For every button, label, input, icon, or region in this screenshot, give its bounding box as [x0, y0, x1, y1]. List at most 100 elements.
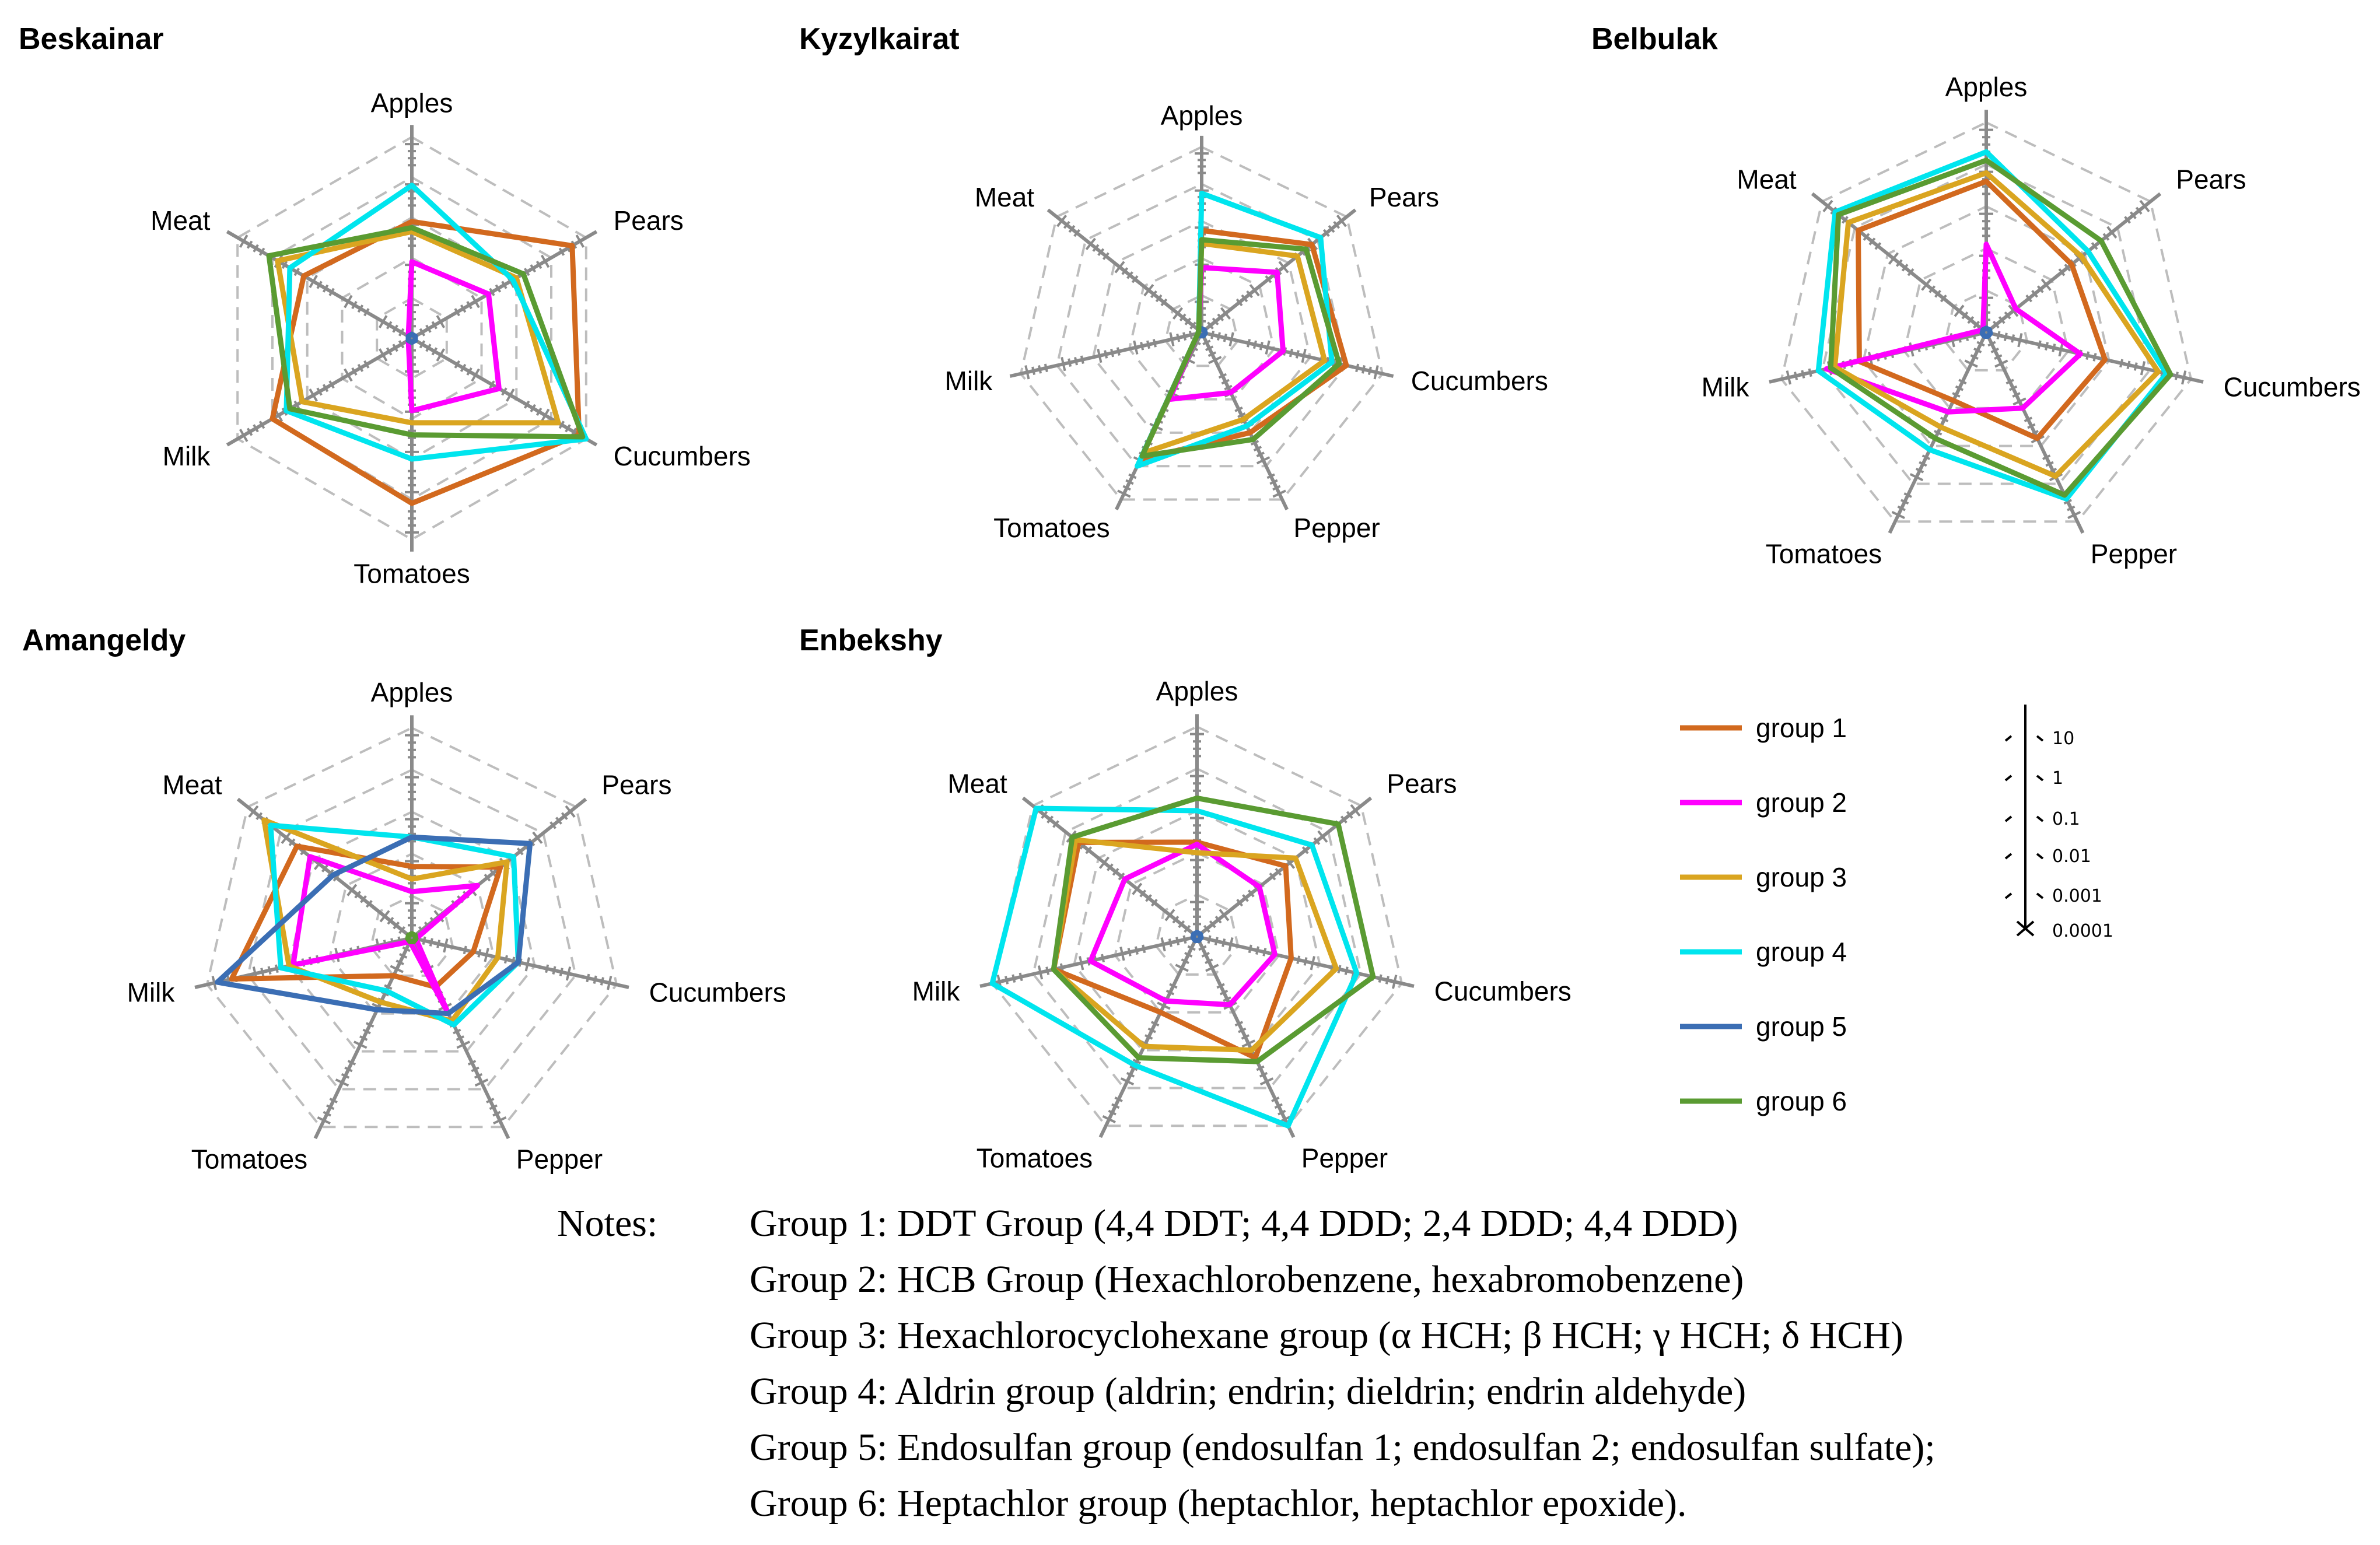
axis-tick: [2067, 510, 2081, 520]
axis-tick: [341, 1073, 350, 1079]
axis-tick: [390, 965, 404, 973]
axis-tick: [1068, 225, 1076, 233]
axis-tick: [431, 347, 438, 356]
axis-tick: [1269, 479, 1278, 485]
series-group-5: [405, 331, 418, 345]
axis-tick: [453, 1028, 461, 1035]
axis-tick: [1310, 956, 1315, 971]
series-group-1: [270, 219, 582, 506]
category-label-cucumbers: Cucumbers: [2224, 372, 2361, 402]
axis-tick: [1044, 363, 1048, 373]
axis-tick: [1256, 456, 1270, 465]
axis-tick: [1134, 946, 1139, 955]
radar-chart-kyzylkairat: Kyzylkairat Apples Pears Cucumbers Pepper Tom…: [799, 22, 1548, 543]
series-group-1: [1051, 839, 1294, 1061]
axis-tick: [309, 275, 318, 288]
axis-tick: [2036, 285, 2044, 293]
category-label-apples: Apples: [371, 87, 453, 118]
axis-tick: [1328, 225, 1335, 233]
axis-tick: [354, 1040, 368, 1049]
axis-tick: [1934, 430, 1943, 436]
axis-tick: [1060, 356, 1066, 372]
series-group-5: [1190, 930, 1204, 943]
axis-tick: [471, 368, 480, 382]
axis-tick: [1119, 947, 1125, 961]
axis-tick: [347, 1060, 356, 1066]
axis-tick: [2091, 242, 2098, 250]
axis-tick: [425, 344, 432, 352]
series-group-4: [989, 805, 1360, 1129]
axis-tick: [516, 847, 524, 856]
axis-tick: [328, 380, 335, 389]
axis-tick: [1303, 957, 1308, 966]
axis-tick: [1104, 350, 1108, 359]
axis-tick: [260, 968, 265, 976]
axis-tick: [586, 973, 590, 983]
axis-tick: [1247, 889, 1255, 898]
category-label-cucumbers: Cucumbers: [649, 978, 786, 1008]
grid-ring-5: [1780, 121, 2193, 523]
axis-tick: [256, 812, 263, 820]
axis-tick: [530, 404, 536, 412]
axis-tick: [471, 295, 480, 309]
axis-tick: [536, 260, 542, 269]
axis-tick: [1897, 505, 1906, 512]
axis-tick: [443, 938, 449, 953]
axis-tick: [2129, 211, 2137, 219]
radar-chart-enbekshy: Enbekshy Apples Pears Cucumbers Pepper Tomato…: [799, 623, 1572, 1173]
axis-tick: [1118, 873, 1125, 881]
legend-label-group-4: group 4: [1756, 937, 1847, 967]
axis-tick: [419, 340, 426, 349]
axis-tick: [1214, 937, 1219, 945]
axis-tick: [1024, 365, 1030, 380]
axis-tick: [565, 424, 571, 433]
axis-tick: [422, 936, 426, 945]
category-label-cucumbers: Cucumbers: [1434, 976, 1572, 1007]
series-group-6: [1139, 237, 1342, 459]
axis-tick: [1207, 935, 1212, 944]
axis-tick: [1786, 370, 1791, 385]
axis-tick: [1220, 307, 1231, 320]
axis-tick: [1842, 216, 1849, 224]
scale-tick-label: 1: [2052, 768, 2063, 789]
axis-tick: [1172, 307, 1184, 320]
axis-tick: [1223, 333, 1227, 342]
axis-tick: [1976, 341, 1985, 347]
chart-title: Beskainar: [19, 22, 164, 56]
axis-tick: [1392, 975, 1398, 989]
axis-tick: [1012, 974, 1016, 983]
axis-tick: [532, 831, 543, 844]
axis-tick: [1181, 958, 1189, 965]
axis-tick: [1143, 283, 1154, 297]
category-label-meat: Meat: [162, 769, 222, 800]
axis-tick: [2045, 342, 2049, 351]
axis-tick: [489, 869, 497, 877]
scale-origin-mark: [2016, 920, 2035, 937]
axis-tick: [1252, 340, 1257, 349]
axis-tick: [386, 321, 393, 330]
axis-tick: [1237, 412, 1246, 418]
axis-tick: [2102, 233, 2110, 241]
axis-tick: [317, 1116, 331, 1125]
scale-tick-mark: [2004, 815, 2013, 822]
axis-tick: [1169, 332, 1175, 346]
axis-tick: [1259, 1077, 1274, 1086]
axis-tick: [1952, 392, 1961, 398]
axis-tick: [2092, 353, 2097, 362]
grid-ring-2: [1114, 851, 1280, 1014]
axis-tick: [1126, 271, 1133, 279]
chart-title: Kyzylkairat: [799, 22, 960, 56]
axis-tick: [1160, 298, 1168, 307]
grid-ring-1: [369, 894, 454, 977]
axis-tick: [2004, 311, 2011, 320]
axis-tick: [354, 891, 362, 899]
legend-label-group-2: group 2: [1756, 787, 1847, 818]
axis-tick: [489, 380, 495, 389]
axis-tick: [486, 1098, 495, 1103]
axis-tick: [1919, 461, 1927, 467]
axis-tick: [1073, 229, 1081, 237]
axis-tick: [1142, 944, 1146, 954]
axis-tick: [1208, 351, 1217, 358]
axis-tick: [1056, 215, 1068, 227]
axis-tick: [1210, 330, 1215, 339]
